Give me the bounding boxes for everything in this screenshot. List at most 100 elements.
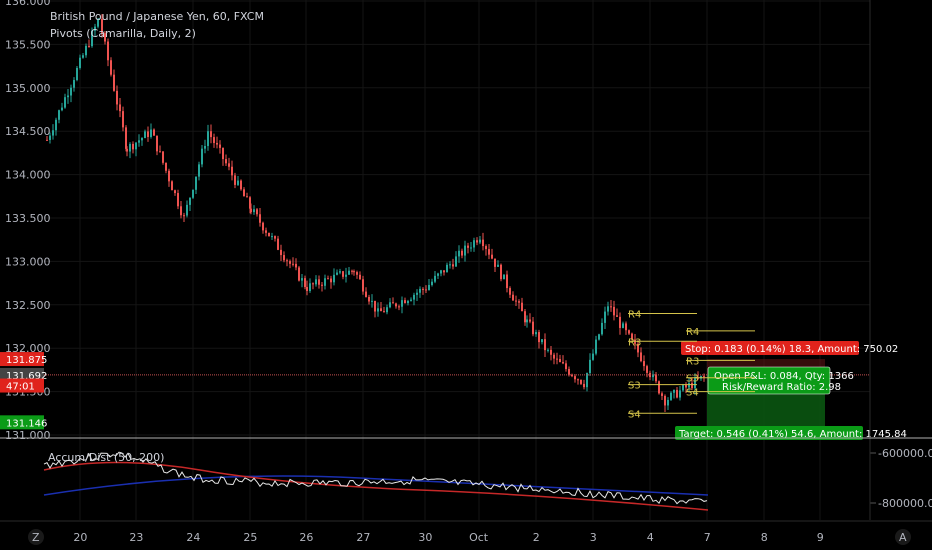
- candle-body: [162, 151, 164, 163]
- price-badge-bg: [0, 378, 44, 393]
- target-badge-text: Target: 0.546 (0.41%) 54.6, Amount: 1745…: [678, 429, 907, 440]
- candle-body: [583, 383, 585, 388]
- candle-body: [198, 164, 200, 177]
- candle-body: [404, 300, 406, 304]
- price-badge: 47:01: [0, 378, 44, 393]
- x-tick-label: 8: [761, 531, 768, 544]
- candle-body: [195, 176, 197, 190]
- bottom-left-icon[interactable]: Z: [32, 531, 40, 544]
- candle-body: [171, 181, 173, 191]
- candle-body: [574, 376, 576, 380]
- candle-body: [682, 385, 684, 391]
- ad-slow-ma: [43, 475, 709, 496]
- candle-body: [240, 180, 242, 190]
- candle-body: [356, 272, 358, 275]
- candle-body: [449, 264, 451, 266]
- y-tick-label: 134.000: [5, 169, 51, 182]
- candle-body: [177, 193, 179, 207]
- candle-body: [144, 131, 146, 139]
- candle-body: [119, 104, 121, 112]
- price-badge-bg: [0, 367, 44, 382]
- candle-body: [312, 283, 314, 285]
- y-tick-label: 134.500: [5, 125, 51, 138]
- candle-body: [348, 270, 350, 275]
- price-badge-text: 131.692: [6, 371, 47, 382]
- candle-body: [694, 377, 696, 389]
- y-tick-label: 135.500: [5, 38, 51, 51]
- candle-body: [122, 111, 124, 128]
- x-tick-label: 30: [418, 531, 432, 544]
- candle-body: [386, 307, 388, 313]
- candle-body: [141, 138, 143, 141]
- candle-body: [416, 292, 418, 295]
- candle-body: [655, 374, 657, 382]
- candle-body: [295, 263, 297, 268]
- pnl-label: Open P&L: 0.084, Qty: 1366: [714, 371, 854, 382]
- x-tick-label: 25: [243, 531, 257, 544]
- candle-body: [234, 175, 236, 185]
- candle-body: [398, 306, 400, 308]
- candle-body: [271, 236, 273, 238]
- rr-label: Risk/Reward Ratio: 2.98: [722, 382, 841, 393]
- pivot-label: S3: [686, 374, 699, 385]
- candle-body: [556, 358, 558, 360]
- x-tick-label: 7: [704, 531, 711, 544]
- candle-body: [676, 389, 678, 398]
- candle-body: [82, 55, 84, 58]
- candle-body: [652, 374, 654, 378]
- candle-body: [243, 189, 245, 197]
- candle-body: [228, 163, 230, 167]
- candle-body: [201, 148, 203, 165]
- candle-body: [500, 264, 502, 280]
- candle-body: [679, 390, 681, 398]
- ad-line: [43, 451, 708, 505]
- candle-body: [691, 383, 693, 389]
- candle-body: [250, 208, 252, 213]
- candle-body: [210, 131, 212, 138]
- candle-body: [494, 258, 496, 267]
- price-badge: 131.146: [0, 415, 47, 430]
- sub-indicator-title: Accum/Dist (50, 200): [48, 451, 164, 464]
- candle-body: [116, 90, 118, 105]
- candle-body: [491, 254, 493, 259]
- bottom-right-icon[interactable]: A: [899, 531, 907, 544]
- price-badge-bg: [0, 352, 44, 367]
- candle-body: [49, 135, 51, 140]
- candle-body: [637, 343, 639, 353]
- candle-body: [138, 140, 140, 143]
- x-tick-label: 2: [533, 531, 540, 544]
- candle-body: [631, 333, 633, 340]
- candle-body: [318, 279, 320, 285]
- candle-body: [580, 379, 582, 384]
- pivot-label: S4: [628, 409, 641, 420]
- candle-body: [64, 97, 66, 108]
- candle-body: [132, 143, 134, 150]
- candle-body: [301, 278, 303, 281]
- candle-body: [452, 264, 454, 267]
- candle-body: [440, 270, 442, 274]
- pivot-label: S4: [686, 388, 699, 399]
- candle-body: [104, 33, 106, 42]
- candle-body: [321, 284, 323, 286]
- candle-body: [538, 332, 540, 343]
- candle-body: [497, 264, 499, 267]
- candle-body: [625, 323, 627, 331]
- candle-body: [336, 272, 338, 275]
- bottom-left-icon-bg[interactable]: [28, 529, 44, 545]
- bottom-right-icon-bg[interactable]: [895, 529, 911, 545]
- candle-body: [610, 306, 612, 308]
- candle-body: [280, 249, 282, 256]
- position-overlays: Stop: 0.183 (0.14%) 18.3, Amount: 750.02…: [44, 341, 907, 440]
- price-badge-text: 131.146: [6, 418, 47, 429]
- price-badge: 131.692: [0, 367, 47, 382]
- candle-body: [571, 374, 573, 377]
- candle-body: [476, 240, 478, 243]
- candle-body: [46, 139, 48, 141]
- candle-body: [88, 45, 90, 47]
- candle-body: [298, 267, 300, 281]
- candle-body: [550, 349, 552, 355]
- candle-body: [330, 278, 332, 283]
- target-badge: Target: 0.546 (0.41%) 54.6, Amount: 1745…: [675, 426, 907, 440]
